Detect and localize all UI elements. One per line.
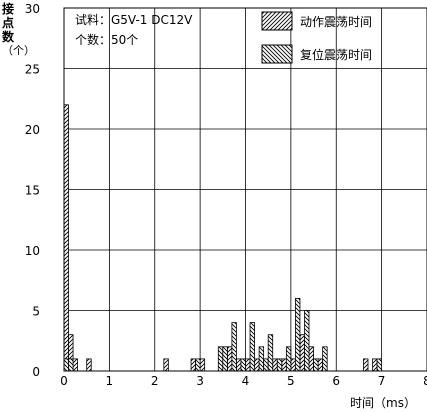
bar-operate-bounce (163, 358, 169, 372)
y-axis-label-unit: （个） (2, 44, 35, 57)
bar-release-bounce (322, 346, 328, 372)
y-axis-label-char: 接 (2, 2, 15, 16)
x-tick-label: 0 (60, 374, 68, 388)
bars-group (63, 104, 383, 372)
x-tick-label: 5 (287, 374, 295, 388)
x-tick-label: 3 (196, 374, 204, 388)
legend-swatch-operate (261, 11, 293, 31)
y-axis-label-char: 数 (2, 30, 15, 44)
x-tick-labels: 0 1 2 3 4 5 6 7 8 (60, 374, 427, 388)
bar-operate-bounce (317, 358, 324, 372)
bar-operate-bounce (254, 358, 260, 372)
bar-operate-bounce (363, 358, 369, 372)
bar-release-bounce (263, 358, 269, 372)
bar-operate-bounce (63, 104, 69, 372)
count-annotation: 个数：50个 (75, 33, 139, 47)
bar-release-bounce (267, 334, 274, 372)
y-tick-label: 30 (25, 2, 40, 16)
bar-operate-bounce (72, 358, 79, 372)
x-axis-title: 时间（ms） (350, 396, 416, 410)
x-tick-label: 8 (423, 374, 427, 388)
bar-release-bounce (217, 346, 224, 372)
legend (261, 11, 293, 64)
bar-operate-bounce (281, 358, 287, 372)
bar-release-bounce (304, 310, 310, 372)
bar-release-bounce (63, 358, 69, 372)
bar-operate-bounce (226, 346, 233, 372)
bar-release-bounce (285, 346, 292, 372)
legend-label-release: 复位震荡时间 (300, 48, 373, 62)
bar-release-bounce (240, 358, 246, 372)
plot-frame (63, 7, 427, 372)
bar-release-bounce (295, 297, 301, 372)
grid-lines (64, 8, 427, 371)
bar-release-bounce (258, 346, 265, 372)
x-tick-label: 7 (378, 374, 386, 388)
x-tick-label: 1 (106, 374, 114, 388)
bar-operate-bounce (199, 358, 206, 372)
x-tick-label: 2 (151, 374, 159, 388)
y-tick-label: 5 (32, 305, 40, 319)
y-tick-labels: 0 5 10 15 20 25 30 (25, 2, 40, 379)
y-tick-label: 25 (25, 63, 40, 77)
bar-release-bounce (68, 358, 74, 372)
bar-release-bounce (249, 322, 255, 372)
bar-release-bounce (222, 346, 228, 372)
legend-swatch-release (261, 44, 293, 64)
bar-operate-bounce (308, 346, 314, 372)
bar-operate-bounce (372, 358, 378, 372)
sample-annotation: 试料：G5V-1 DC12V (75, 13, 193, 27)
x-tick-label: 4 (242, 374, 250, 388)
bar-operate-bounce (190, 358, 196, 372)
bar-operate-bounce (299, 334, 305, 372)
y-tick-label: 0 (32, 365, 40, 379)
bar-release-bounce (231, 322, 237, 372)
y-tick-label: 10 (25, 244, 40, 258)
x-tick-label: 6 (332, 374, 340, 388)
bar-operate-bounce (236, 358, 242, 372)
bar-operate-bounce (86, 358, 92, 372)
bar-release-bounce (376, 358, 383, 372)
bar-operate-bounce (245, 358, 251, 372)
bar-release-bounce (313, 358, 319, 372)
y-axis-label-char: 点 (2, 16, 15, 30)
y-tick-label: 15 (25, 184, 40, 198)
bar-release-bounce (195, 358, 201, 372)
legend-label-operate: 动作震荡时间 (300, 15, 373, 29)
bar-operate-bounce (272, 358, 278, 372)
y-tick-label: 20 (25, 123, 40, 137)
bar-operate-bounce (290, 358, 296, 372)
bar-release-bounce (276, 358, 283, 372)
